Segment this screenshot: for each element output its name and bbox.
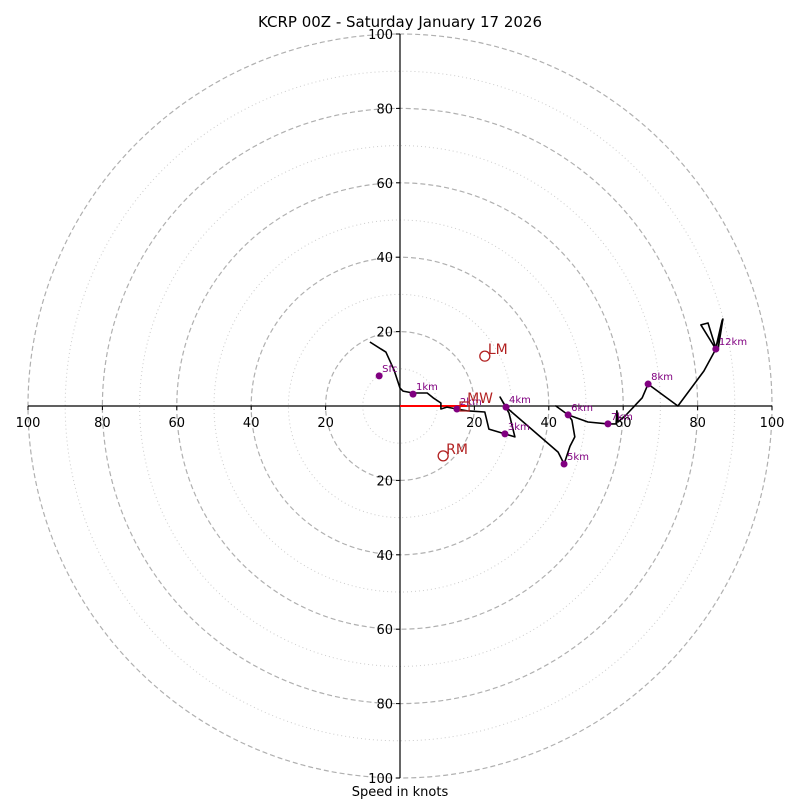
height-marker-label: 1km	[416, 382, 438, 393]
storm-motion-label: RM	[446, 442, 468, 458]
height-marker-label: 6km	[571, 403, 593, 414]
y-tick-label: 20	[376, 326, 393, 341]
storm-motion-circle	[479, 350, 491, 362]
hodograph-trace	[369, 318, 724, 465]
y-tick-label: 100	[368, 772, 393, 787]
height-marker-label: 5km	[567, 452, 589, 463]
height-marker-dot	[560, 460, 568, 468]
mean-wind-square	[459, 401, 470, 412]
x-tick-label: 60	[169, 416, 186, 431]
height-marker-label: 12km	[719, 337, 747, 348]
x-axis-label: Speed in knots	[352, 785, 449, 800]
x-tick-label: 60	[615, 416, 632, 431]
height-marker-dot	[409, 390, 417, 398]
y-tick-label: 40	[376, 251, 393, 266]
y-tick-label: 60	[376, 177, 393, 192]
storm-motion-circle	[437, 450, 449, 462]
height-marker-dot	[712, 345, 720, 353]
y-tick-label: 60	[376, 623, 393, 638]
height-marker-label: 8km	[651, 372, 673, 383]
x-tick-label: 80	[94, 416, 111, 431]
height-marker-label: 4km	[509, 395, 531, 406]
x-tick-label: 40	[541, 416, 558, 431]
x-tick-label: 40	[243, 416, 260, 431]
tick-labels: 100 80 60 40 20 20 40 60 80 100 100 80 60 40 20 20 40 60 8…	[16, 28, 785, 787]
height-marker-label: Sfc	[382, 364, 397, 375]
y-tick-label: 80	[376, 102, 393, 117]
height-marker-dot	[564, 411, 572, 419]
x-tick-label: 100	[16, 416, 41, 431]
height-marker-dot	[502, 403, 510, 411]
storm-motion-label: LM	[488, 342, 508, 358]
height-marker-dot	[375, 372, 383, 380]
storm-motion-markers: LM RM MW	[437, 342, 508, 462]
height-marker-label: 2km	[460, 397, 482, 408]
x-tick-label: 100	[760, 416, 785, 431]
mean-wind-label: MW	[467, 391, 493, 407]
y-tick-label: 80	[376, 698, 393, 713]
y-tick-label: 20	[376, 474, 393, 489]
height-markers: Sfc 1km 2km 3km 4km 5km 6km 7km 8km 12km	[375, 337, 747, 468]
height-marker-dot	[644, 380, 652, 388]
y-tick-label: 100	[368, 28, 393, 43]
x-tick-label: 80	[689, 416, 706, 431]
height-marker-dot	[453, 405, 461, 413]
x-tick-label: 20	[317, 416, 334, 431]
y-tick-label: 40	[376, 549, 393, 564]
chart-title: KCRP 00Z - Saturday January 17 2026	[258, 13, 542, 31]
trace-line	[369, 318, 724, 465]
height-marker-label: 7km	[611, 412, 633, 423]
height-marker-dot	[604, 420, 612, 428]
height-marker-label: 3km	[508, 422, 530, 433]
height-marker-dot	[501, 430, 509, 438]
x-tick-label: 20	[466, 416, 483, 431]
